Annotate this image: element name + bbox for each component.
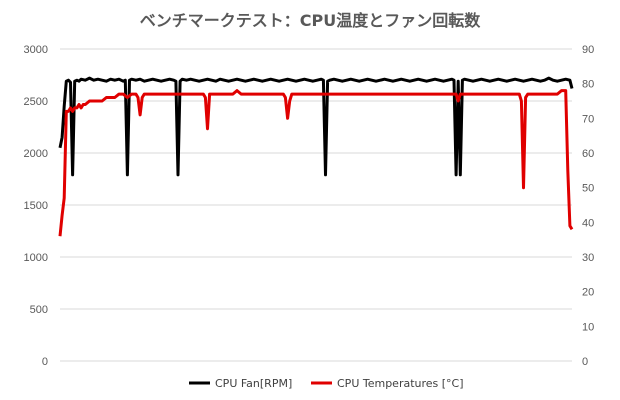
series-line-1 — [58, 89, 574, 237]
right-tick-label-4: 40 — [582, 217, 594, 229]
right-tick-label-7: 70 — [582, 113, 594, 125]
right-axis-ticks: 0 10 20 30 40 50 60 70 80 90 — [582, 44, 594, 368]
left-tick-label-2: 1000 — [24, 252, 48, 264]
series-lines — [58, 76, 574, 237]
legend: CPU Fan[RPM] CPU Temperatures [°C] — [189, 377, 464, 390]
left-tick-label-4: 2000 — [24, 148, 48, 160]
legend-label-1: CPU Temperatures [°C] — [337, 377, 464, 390]
left-tick-label-0: 0 — [42, 356, 48, 368]
right-tick-label-2: 20 — [582, 287, 594, 299]
chart-title: ベンチマークテスト：CPU温度とファン回転数 — [140, 11, 481, 30]
left-tick-label-5: 2500 — [24, 96, 48, 108]
right-tick-label-1: 10 — [582, 321, 594, 333]
left-tick-label-1: 500 — [30, 304, 48, 316]
legend-label-0: CPU Fan[RPM] — [215, 377, 292, 390]
right-tick-label-5: 50 — [582, 183, 594, 195]
gridlines — [60, 48, 572, 362]
series-line-0 — [58, 76, 574, 177]
left-tick-label-6: 3000 — [24, 44, 48, 56]
right-tick-label-6: 60 — [582, 148, 594, 160]
right-tick-label-9: 90 — [582, 44, 594, 56]
right-tick-label-8: 80 — [582, 79, 594, 91]
left-axis-ticks: 0 500 1000 1500 2000 2500 3000 — [24, 44, 48, 368]
right-tick-label-3: 30 — [582, 252, 594, 264]
left-tick-label-3: 1500 — [24, 200, 48, 212]
right-tick-label-0: 0 — [582, 356, 588, 368]
